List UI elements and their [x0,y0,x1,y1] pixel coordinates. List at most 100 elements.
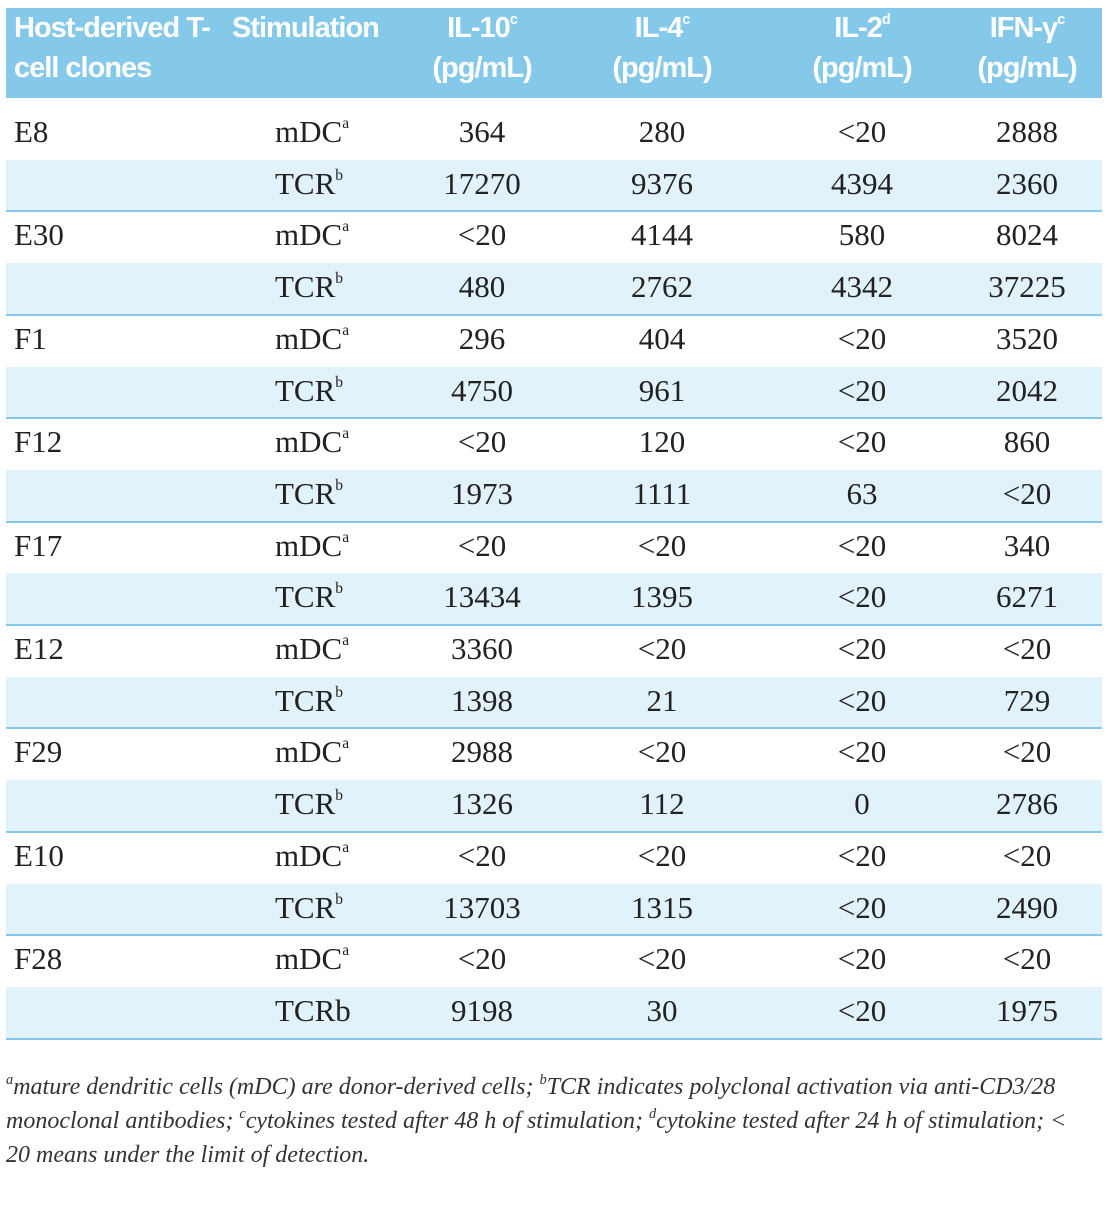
stimulation-sup: a [342,425,350,443]
clone-cell: F12 [14,424,63,460]
stimulation-text: mDC [275,114,343,149]
stimulation-cell: TCRb [275,786,435,822]
value-cell: 112 [639,786,685,822]
value-cell: 0 [854,786,870,822]
value-cell: <20 [1002,941,1052,977]
footnote-text: cytokine tested after 24 h of stimulatio… [6,1108,1067,1168]
group-separator [6,830,1102,833]
value-cell: 364 [458,114,506,149]
stimulation-text: mDC [275,941,343,977]
value-cell: <20 [457,527,507,563]
header-text: IL-4 [634,12,684,44]
header-text: IFN-γ [989,12,1058,44]
header-cell: Stimulation [232,8,412,48]
value-cell: <20 [457,941,507,977]
group-separator [6,417,1102,420]
value-cell: <20 [837,320,887,356]
value-cell: 3360 [451,631,513,666]
footnote-text: TCR indicates polyclonal activation via … [6,1074,1056,1134]
clone-cell: F28 [14,941,63,977]
table-row [6,986,1102,1039]
stimulation-cell: TCRb [275,683,435,719]
value-cell: 4342 [831,269,893,305]
stimulation-text: TCR [275,786,336,822]
value-cell: 1395 [631,579,693,615]
value-cell: 1973 [451,475,513,511]
value-cell: 280 [638,114,686,149]
footnote-sup: b [539,1071,547,1088]
header-sup: c [682,11,690,28]
stimulation-text: TCR [275,682,336,718]
value-cell: <20 [637,631,687,666]
stimulation-text: mDC [275,320,343,356]
table-row [6,469,1102,522]
value-cell: 2490 [996,889,1058,925]
stimulation-cell: TCRb [275,166,435,202]
group-separator [6,313,1102,316]
value-cell: 1326 [451,786,513,822]
header-unit: (pg/mL) [812,52,912,84]
stimulation-cell: TCRb [275,476,435,512]
value-cell: 13434 [443,579,521,615]
value-cell: 2786 [996,786,1058,822]
value-cell: 4394 [831,165,893,201]
stimulation-cell: mDCa [275,941,435,977]
stimulation-cell: mDCa [275,424,435,460]
stimulation-sup: a [342,942,350,960]
value-cell: 480 [458,269,506,305]
value-cell: 1398 [451,682,513,718]
value-cell: 37225 [988,269,1066,305]
value-cell: 9376 [631,165,693,201]
header-text: IL-2 [834,12,883,44]
header-bar [6,8,1102,98]
table-row [6,573,1102,625]
value-cell: 729 [1003,682,1051,718]
stimulation-text: TCR [275,579,336,615]
footnote-text: cytokines tested after 48 h of stimulati… [245,1108,649,1134]
value-cell: 2042 [996,372,1058,408]
stimulation-sup: a [342,528,350,546]
header-text: Host-derived T-cell clones [14,12,211,84]
stimulation-text: TCR [275,269,336,305]
value-cell: <20 [837,941,887,977]
header-text: IL-10 [447,12,511,44]
value-cell: <20 [1002,734,1052,770]
stimulation-sup: b [335,166,344,184]
value-cell: 2360 [996,165,1058,201]
table-row [6,159,1102,212]
value-cell: 1315 [631,889,693,925]
value-cell: <20 [637,837,687,873]
value-cell: 6271 [996,579,1058,615]
value-cell: 8024 [996,217,1058,253]
stimulation-text: mDC [275,424,343,460]
value-cell: <20 [1002,631,1052,666]
stimulation-cell: mDCa [275,321,435,357]
footnote-sup: c [239,1105,246,1122]
value-cell: <20 [457,217,507,253]
header-cell: Host-derived T-cell clones [14,8,214,88]
clone-cell: E10 [14,837,64,873]
value-cell: <20 [837,372,887,408]
value-cell: <20 [837,992,887,1028]
value-cell: <20 [837,631,887,666]
stimulation-sup: a [342,838,350,856]
value-cell: 961 [638,372,686,408]
stimulation-text: TCR [275,165,336,201]
stimulation-cell: mDCa [275,528,435,564]
stimulation-cell: mDCa [275,114,435,150]
stimulation-text: mDC [275,837,343,873]
clone-cell: E12 [14,631,64,666]
value-cell: <20 [1002,475,1052,511]
stimulation-text: TCRb [275,992,351,1028]
stimulation-text: mDC [275,217,343,253]
header-cell: IL-4c (pg/mL) [567,8,757,88]
group-separator [6,624,1102,626]
stimulation-sup: b [335,890,344,908]
stimulation-sup: a [342,218,350,236]
value-cell: <20 [837,579,887,615]
stimulation-cell: mDCa [275,631,435,667]
value-cell: <20 [837,114,887,149]
value-cell: <20 [457,424,507,460]
footnote-sup: a [6,1071,14,1088]
